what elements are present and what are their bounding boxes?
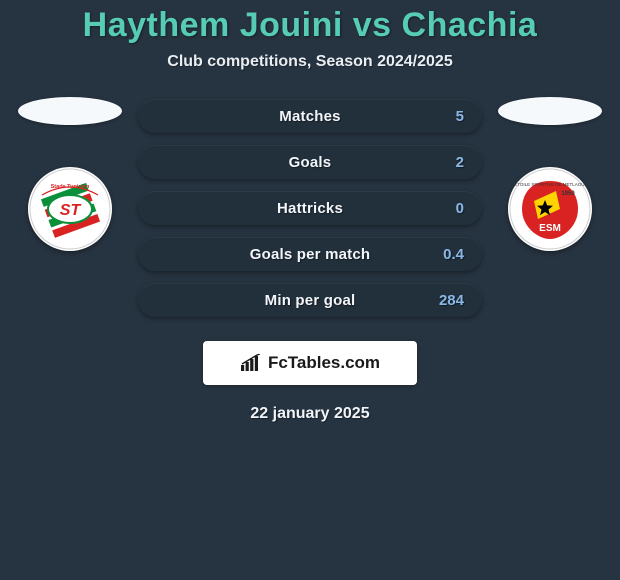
right-value-ellipse (498, 97, 602, 125)
right-team-col: ESM ETOILE SPORTIVE DE METLAOUI 1950 (498, 97, 602, 251)
left-value-ellipse (18, 97, 122, 125)
svg-text:1950: 1950 (561, 191, 575, 197)
stat-row-hattricks: Hattricks 0 (138, 191, 482, 225)
stat-value: 284 (439, 292, 464, 309)
comparison-row: ST Stade Tunisien Matches 5 Goals 2 Hatt… (0, 97, 620, 317)
stat-label: Goals (289, 154, 332, 171)
bar-chart-icon (240, 354, 262, 372)
stade-tunisien-logo-icon: ST Stade Tunisien (28, 167, 112, 251)
stat-label: Hattricks (277, 200, 343, 217)
stat-value: 2 (456, 154, 464, 171)
stat-row-matches: Matches 5 (138, 99, 482, 133)
date-text: 22 january 2025 (0, 405, 620, 423)
stat-value: 0 (456, 200, 464, 217)
svg-text:ST: ST (60, 202, 82, 219)
stat-value: 5 (456, 108, 464, 125)
stat-row-goals: Goals 2 (138, 145, 482, 179)
stat-label: Goals per match (250, 246, 371, 263)
brand-badge[interactable]: FcTables.com (203, 341, 417, 385)
svg-text:ESM: ESM (539, 223, 561, 234)
stat-label: Min per goal (265, 292, 356, 309)
stat-value: 0.4 (443, 246, 464, 263)
stat-label: Matches (279, 108, 340, 125)
svg-text:ETOILE SPORTIVE DE METLAOUI: ETOILE SPORTIVE DE METLAOUI (514, 182, 586, 187)
left-team-badge: ST Stade Tunisien (28, 167, 112, 251)
left-team-col: ST Stade Tunisien (18, 97, 122, 251)
subtitle: Club competitions, Season 2024/2025 (0, 53, 620, 71)
brand-text: FcTables.com (268, 353, 380, 373)
stat-row-min-per-goal: Min per goal 284 (138, 283, 482, 317)
svg-text:Stade Tunisien: Stade Tunisien (51, 184, 90, 190)
stat-row-goals-per-match: Goals per match 0.4 (138, 237, 482, 271)
right-team-badge: ESM ETOILE SPORTIVE DE METLAOUI 1950 (508, 167, 592, 251)
es-metlaoui-logo-icon: ESM ETOILE SPORTIVE DE METLAOUI 1950 (508, 167, 592, 251)
page-title: Haythem Jouini vs Chachia (0, 6, 620, 45)
stats-column: Matches 5 Goals 2 Hattricks 0 Goals per … (138, 97, 482, 317)
